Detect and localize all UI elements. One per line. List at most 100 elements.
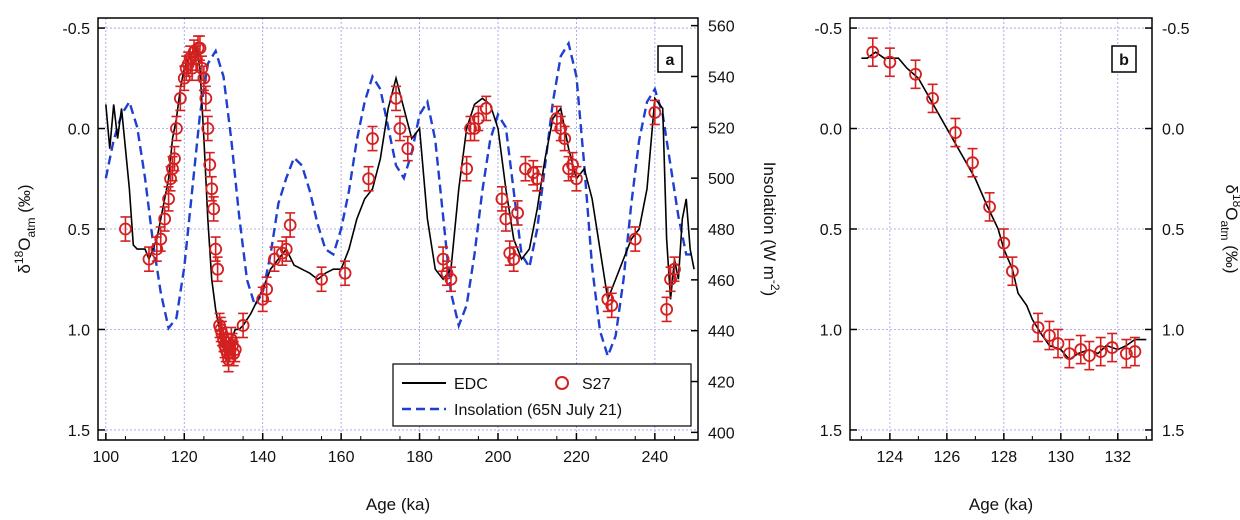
x-tick-label: 240	[642, 449, 669, 466]
svg-text:δ18Oatm (‰): δ18Oatm (‰)	[1218, 184, 1240, 273]
s27-point	[362, 172, 375, 186]
y2-tick-label: 500	[708, 171, 735, 188]
s27-point	[279, 242, 293, 256]
s27-point-b	[1051, 337, 1065, 350]
s27-point	[338, 266, 352, 280]
legend-s27-swatch	[555, 376, 569, 390]
s27-point	[275, 246, 289, 260]
y-tick-label: 1.5	[68, 423, 90, 440]
panel-b-y-axis-title: δ18Oatm (‰)	[1218, 184, 1240, 273]
s27-point	[464, 122, 477, 135]
s27-point-b	[966, 156, 979, 170]
legend-edc-label: EDC	[454, 376, 488, 393]
b-title-unit: (‰)	[1222, 241, 1240, 274]
s27-point	[444, 272, 458, 286]
s27-point-b	[926, 91, 940, 105]
legend-s27-label: S27	[582, 376, 611, 393]
s27-point	[660, 302, 674, 316]
panel-a-grid	[98, 18, 698, 440]
s27-point	[193, 41, 207, 55]
s27-point	[315, 272, 328, 286]
x-tick-label: 140	[249, 449, 276, 466]
y2-title-sup: -2	[768, 280, 782, 291]
y2-tick-label: 440	[708, 324, 735, 341]
s27-point-b	[983, 200, 997, 214]
s27-point-b	[866, 45, 880, 59]
s27-point	[162, 192, 175, 206]
s27-point	[211, 262, 225, 276]
s27-point	[236, 319, 250, 332]
y2-tick-label: 400	[708, 425, 735, 442]
svg-text:Insolation (W m-2): Insolation (W m-2)	[760, 162, 782, 296]
x-tick-label: 180	[406, 449, 433, 466]
legend-insolation-label: Insolation (65N July 21)	[454, 402, 622, 419]
legend-box	[392, 363, 692, 427]
s27-point	[570, 172, 583, 186]
s27-point	[507, 252, 521, 266]
s27-point-b	[1128, 345, 1142, 358]
s27-point-b	[1005, 264, 1019, 278]
s27-point	[201, 122, 215, 135]
y-title-sup: 18	[12, 250, 26, 264]
b-title-sub: atm	[1218, 221, 1232, 241]
s27-point	[648, 106, 662, 119]
s27-point	[199, 91, 213, 105]
y-tick-label-right: 0.5	[1162, 222, 1184, 239]
s27-point	[511, 206, 525, 220]
s27-point	[168, 152, 181, 166]
s27-point	[393, 122, 407, 135]
panel-b-letter: b	[1119, 52, 1129, 69]
s27-point	[170, 122, 183, 135]
panel-a-y2-axis-title: Insolation (W m-2)	[760, 162, 782, 296]
s27-point-b	[1062, 347, 1076, 360]
s27-point	[228, 343, 242, 356]
y-tick-label: -0.5	[62, 21, 90, 38]
panel-b: 124 126 128 130 132 -0.5 -0.5 0.0 0.0 0.5 0.5 1.0 1.…	[814, 17, 1240, 514]
s27-point-b	[909, 67, 922, 81]
s27-point	[142, 252, 156, 266]
s27-point	[566, 158, 579, 172]
s27-point	[460, 162, 474, 176]
x-tick-label: 120	[171, 449, 198, 466]
y-tick-label-right: -0.5	[1162, 21, 1190, 38]
y-tick-label: 1.5	[820, 423, 842, 440]
y-tick-label: 0.0	[820, 122, 842, 139]
s27-point	[401, 142, 415, 156]
y-title-unit: (‰)	[15, 184, 34, 217]
s27-point	[283, 218, 297, 232]
y2-tick-label: 540	[708, 69, 735, 86]
panel-b-x-axis-title: Age (ka)	[969, 495, 1033, 514]
x-tick-label: 128	[990, 449, 1017, 466]
edc-line-b	[861, 51, 1147, 361]
s27-point	[260, 282, 274, 296]
s27-point	[471, 112, 485, 125]
panel-b-ticks: 124 126 128 130 132 -0.5 -0.5 0.0 0.0 0.5 0.5 1.0 1.…	[814, 21, 1189, 466]
svg-text:δ18Oatm (‰): δ18Oatm (‰)	[12, 184, 38, 273]
s27-point	[499, 212, 513, 226]
s27-point	[479, 102, 493, 115]
b-title-o: O	[1222, 207, 1240, 220]
s27-point	[605, 298, 619, 312]
s27-point-b	[1082, 349, 1096, 363]
y-tick-label-right: 0.0	[1162, 122, 1184, 139]
b-title-sup: 18	[1230, 194, 1240, 208]
s27-point-b	[1105, 341, 1119, 354]
y-tick-label: 1.0	[68, 322, 90, 339]
x-tick-label: 100	[92, 449, 119, 466]
y2-tick-label: 520	[708, 120, 735, 137]
x-tick-label: 132	[1104, 449, 1131, 466]
s27-point	[205, 182, 219, 196]
y-title-sub: atm	[24, 217, 38, 237]
s27-point-b	[1119, 347, 1133, 360]
panel-a-y-axis-title: δ18Oatm (‰)	[12, 184, 38, 273]
s27-point	[668, 262, 681, 276]
s27-point	[366, 132, 379, 145]
panel-a-letter: a	[666, 52, 675, 69]
s27-series-b	[866, 37, 1142, 371]
y-tick-label: 0.0	[68, 122, 90, 139]
x-tick-label: 126	[934, 449, 961, 466]
s27-series	[119, 35, 681, 373]
s27-point-b	[997, 236, 1011, 250]
s27-point	[197, 71, 211, 85]
